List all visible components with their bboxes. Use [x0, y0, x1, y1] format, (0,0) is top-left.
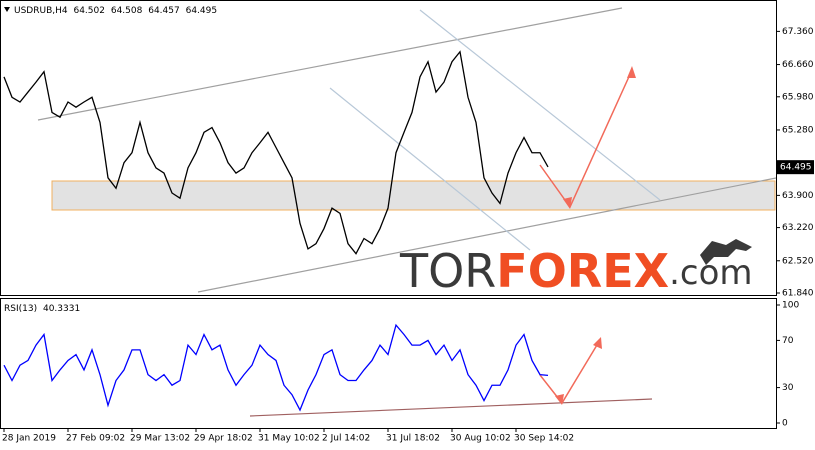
watermark-part: TOR — [399, 244, 496, 298]
y-tick-label: 70 — [782, 336, 794, 346]
channel-line — [197, 177, 777, 293]
y-tick-label: 66.660 — [782, 60, 814, 70]
chart-header: USDRUB,H4 64.502 64.508 64.457 64.495 — [14, 6, 217, 16]
x-tick-label: 2 Jul 14:02 — [322, 434, 370, 444]
y-tick-label: 65.280 — [782, 125, 814, 135]
price-panel — [0, 0, 777, 296]
y-tick-label: 62.520 — [782, 256, 814, 266]
y-tick-label: 61.840 — [782, 289, 814, 299]
y-tick-label: 65.980 — [782, 92, 814, 102]
support-zone — [51, 180, 776, 211]
watermark: TORFOREX.com — [399, 244, 753, 298]
channel-line — [419, 9, 661, 201]
x-tick-label: 27 Feb 09:02 — [66, 434, 125, 444]
x-tick-label: 28 Jan 2019 — [2, 434, 56, 444]
y-tick-label: 100 — [782, 301, 799, 311]
open: 64.502 — [73, 6, 105, 16]
x-tick-label: 30 Aug 10:02 — [450, 434, 511, 444]
y-tick-label: 63.900 — [782, 191, 814, 201]
y-tick-label: 30 — [782, 383, 794, 393]
price-marker-label: 64.495 — [780, 163, 812, 173]
rsi-title: RSI(13) — [4, 304, 37, 314]
symbol: USDRUB,H4 — [14, 6, 68, 16]
low: 64.457 — [148, 6, 180, 16]
series-line — [3, 323, 549, 412]
x-tick-label: 29 Mar 13:02 — [130, 434, 190, 444]
header-icon — [4, 7, 10, 12]
arrow-head — [555, 394, 564, 405]
channel-line — [37, 7, 623, 121]
x-tick-label: 31 Jul 18:02 — [386, 434, 440, 444]
arrow-head — [627, 66, 636, 78]
rsi-trend-line — [249, 398, 653, 417]
y-tick-label: 63.220 — [782, 223, 814, 233]
close: 64.495 — [186, 6, 218, 16]
x-tick-label: 31 May 10:02 — [258, 434, 320, 444]
x-tick-label: 30 Sep 14:02 — [514, 434, 574, 444]
channel-line — [329, 87, 531, 251]
bull-icon — [700, 239, 752, 265]
high: 64.508 — [111, 6, 143, 16]
x-tick-label: 29 Apr 18:02 — [194, 434, 253, 444]
arrow-head — [563, 197, 572, 209]
y-tick-label: 67.360 — [782, 27, 814, 37]
series-line — [3, 50, 549, 255]
rsi-header: RSI(13) 40.3331 — [4, 304, 80, 314]
rsi-last: 40.3331 — [43, 304, 80, 314]
y-tick-label: 0 — [782, 419, 788, 429]
arrow-head — [593, 337, 602, 349]
watermark-part: FOREX — [496, 244, 669, 298]
price-marker — [777, 160, 814, 175]
